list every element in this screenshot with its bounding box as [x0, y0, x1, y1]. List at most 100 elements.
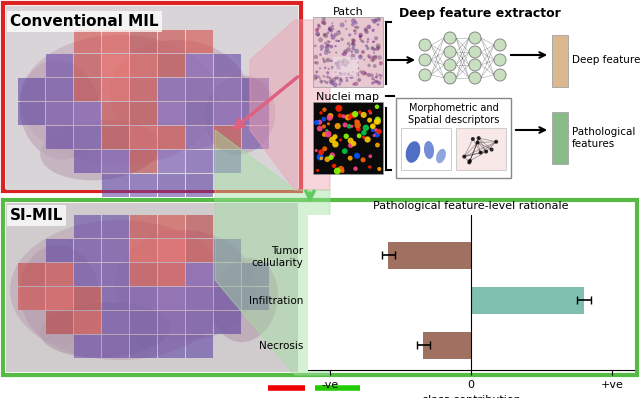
Circle shape	[380, 74, 383, 77]
Bar	[552, 112, 568, 164]
Circle shape	[363, 125, 369, 131]
Circle shape	[331, 66, 334, 69]
Bar	[313, 102, 383, 174]
Circle shape	[318, 37, 323, 42]
Circle shape	[351, 141, 356, 146]
Circle shape	[319, 53, 322, 56]
Bar	[46, 311, 73, 334]
Circle shape	[340, 169, 344, 173]
Circle shape	[327, 40, 330, 43]
Circle shape	[376, 129, 381, 134]
Circle shape	[321, 117, 326, 121]
Circle shape	[328, 27, 332, 32]
Bar	[158, 311, 185, 334]
Text: Nuclei map: Nuclei map	[317, 92, 380, 102]
Bar	[186, 215, 213, 238]
Circle shape	[371, 19, 373, 21]
Bar	[186, 54, 213, 77]
Circle shape	[341, 60, 344, 63]
Bar	[396, 98, 511, 178]
Circle shape	[330, 152, 335, 158]
Circle shape	[444, 46, 456, 58]
Circle shape	[356, 26, 359, 29]
Circle shape	[314, 61, 317, 64]
Bar	[130, 287, 157, 310]
Circle shape	[341, 62, 344, 66]
Bar	[158, 102, 185, 125]
Circle shape	[357, 120, 360, 123]
Bar	[186, 239, 213, 262]
Circle shape	[378, 55, 382, 60]
Bar	[130, 30, 157, 53]
Circle shape	[477, 136, 481, 140]
Bar	[333, 57, 358, 77]
Circle shape	[373, 64, 377, 68]
Circle shape	[376, 47, 380, 51]
Circle shape	[379, 61, 383, 65]
Circle shape	[324, 42, 327, 45]
Circle shape	[358, 55, 363, 59]
Text: Conventional MIL: Conventional MIL	[10, 14, 159, 29]
Text: Patch: Patch	[333, 7, 364, 17]
Circle shape	[315, 32, 320, 36]
Circle shape	[326, 71, 330, 74]
Bar	[242, 102, 269, 125]
Circle shape	[322, 146, 327, 151]
Ellipse shape	[20, 35, 220, 165]
Bar	[158, 287, 185, 310]
Bar	[6, 6, 298, 190]
Circle shape	[317, 154, 323, 160]
Bar	[130, 78, 157, 101]
Bar	[102, 150, 129, 173]
Ellipse shape	[205, 75, 275, 155]
Circle shape	[374, 128, 378, 132]
Circle shape	[359, 35, 362, 38]
Circle shape	[370, 59, 374, 62]
Bar	[130, 150, 157, 173]
Bar	[186, 174, 213, 197]
Circle shape	[322, 132, 327, 137]
Circle shape	[332, 164, 336, 168]
Bar	[102, 54, 129, 77]
Circle shape	[346, 47, 351, 52]
Circle shape	[325, 81, 328, 84]
Circle shape	[373, 52, 375, 54]
Circle shape	[319, 67, 321, 69]
Ellipse shape	[40, 302, 170, 358]
Circle shape	[328, 26, 332, 31]
Circle shape	[351, 47, 355, 51]
Circle shape	[331, 25, 334, 28]
Circle shape	[334, 75, 339, 80]
Circle shape	[324, 156, 330, 162]
Circle shape	[328, 155, 333, 160]
Polygon shape	[215, 130, 330, 375]
Circle shape	[348, 156, 353, 161]
Circle shape	[330, 33, 333, 36]
Circle shape	[368, 109, 371, 113]
Circle shape	[358, 111, 362, 114]
Circle shape	[330, 59, 333, 62]
Bar	[186, 126, 213, 149]
Bar	[158, 239, 185, 262]
Circle shape	[343, 49, 348, 54]
Bar	[158, 263, 185, 286]
Circle shape	[340, 22, 344, 27]
Bar	[214, 78, 241, 101]
Circle shape	[322, 58, 324, 60]
Ellipse shape	[10, 220, 230, 360]
Circle shape	[356, 127, 361, 132]
Circle shape	[367, 54, 371, 58]
Circle shape	[314, 77, 317, 80]
Bar	[46, 126, 73, 149]
Circle shape	[315, 149, 318, 152]
Circle shape	[375, 142, 380, 147]
Ellipse shape	[212, 258, 278, 342]
Circle shape	[336, 65, 341, 70]
Bar	[214, 126, 241, 149]
Bar	[46, 263, 73, 286]
Circle shape	[358, 68, 359, 69]
Circle shape	[335, 123, 340, 129]
Circle shape	[469, 46, 481, 58]
Bar	[18, 263, 45, 286]
Circle shape	[338, 166, 344, 172]
